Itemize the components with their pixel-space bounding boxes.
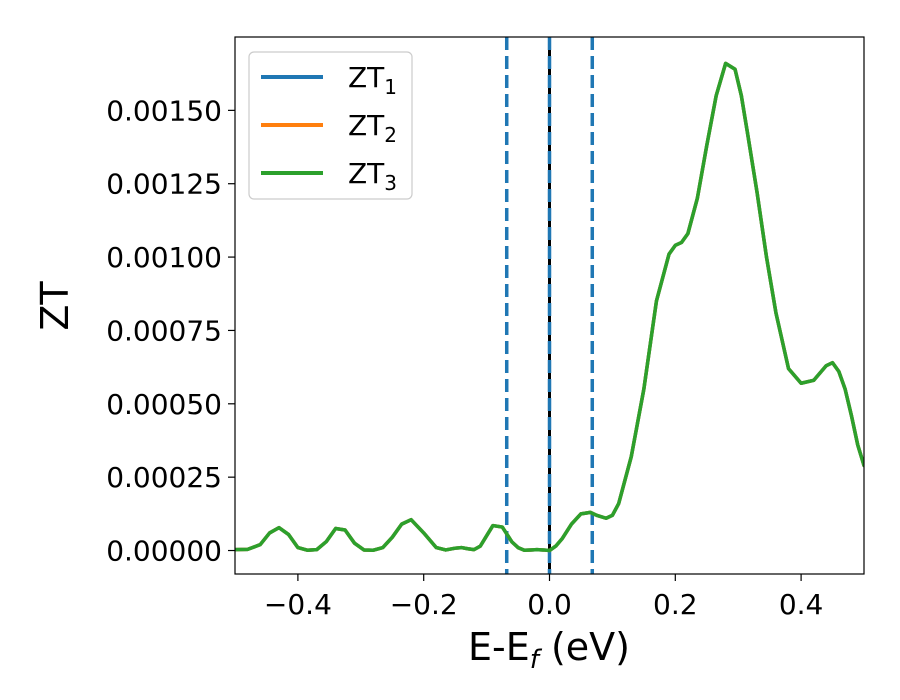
x-tick-label: −0.2 xyxy=(390,588,458,621)
series-lines xyxy=(235,61,864,553)
legend-label-zt1: ZT1 xyxy=(348,61,397,99)
y-tick-label: 0.00025 xyxy=(106,461,222,494)
y-tick-label: 0.00000 xyxy=(106,535,222,568)
y-tick-label: 0.00100 xyxy=(106,241,222,274)
legend-box xyxy=(248,51,413,200)
x-axis-label: E-Ef (eV) xyxy=(468,625,630,675)
x-tick-label: 0.2 xyxy=(653,588,698,621)
x-axis-label-unit: (eV) xyxy=(539,625,630,669)
y-tick-label: 0.00050 xyxy=(106,388,222,421)
y-tick-label: 0.00075 xyxy=(106,314,222,347)
x-tick-label: 0.4 xyxy=(779,588,824,621)
x-tick-label: −0.4 xyxy=(264,588,332,621)
x-tick-label: 0.0 xyxy=(527,588,572,621)
legend-label-zt2: ZT2 xyxy=(348,109,397,147)
legend-label-zt3: ZT3 xyxy=(348,157,397,195)
x-axis-label-main: E-E xyxy=(468,625,530,669)
series-line-zt3 xyxy=(235,61,864,553)
x-axis-ticks: −0.4 −0.2 0.0 0.2 0.4 xyxy=(264,574,823,621)
y-axis-ticks: 0.00000 0.00025 0.00050 0.00075 0.00100 0.001… xyxy=(106,94,235,568)
y-tick-label: 0.00125 xyxy=(106,168,222,201)
legend: ZT1 ZT2 ZT3 xyxy=(248,51,413,200)
vertical-lines xyxy=(504,37,595,574)
y-tick-label: 0.00150 xyxy=(106,94,222,127)
y-axis-label: ZT xyxy=(33,281,77,331)
